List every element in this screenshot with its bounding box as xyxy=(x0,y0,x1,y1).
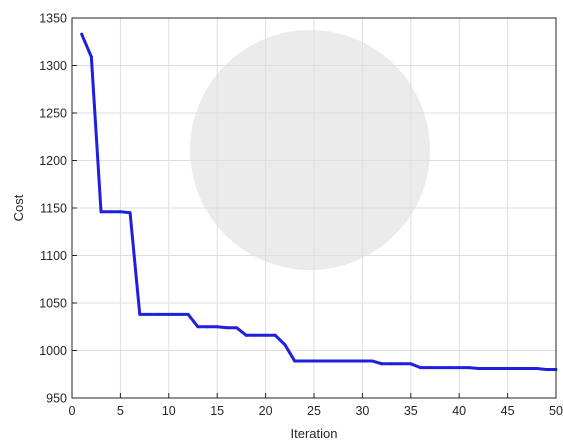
cost-data-point xyxy=(176,312,180,316)
cost-data-point xyxy=(515,367,519,371)
cost-data-point xyxy=(186,312,190,316)
cost-data-point xyxy=(147,312,151,316)
cost-series-points xyxy=(80,32,558,371)
cost-data-point xyxy=(535,367,539,371)
cost-data-point xyxy=(399,362,403,366)
x-tick-label: 5 xyxy=(117,404,124,418)
cost-data-point xyxy=(167,312,171,316)
cost-data-point xyxy=(331,359,335,363)
x-tick-label: 40 xyxy=(452,404,466,418)
y-tick-label: 1000 xyxy=(39,344,67,358)
cost-data-point xyxy=(157,312,161,316)
watermark xyxy=(190,30,430,270)
cost-data-point xyxy=(206,325,210,329)
cost-data-point xyxy=(80,32,84,36)
x-tick-label: 30 xyxy=(355,404,369,418)
x-tick-label: 15 xyxy=(210,404,224,418)
cost-data-point xyxy=(370,359,374,363)
cost-data-point xyxy=(283,343,287,347)
cost-data-point xyxy=(196,325,200,329)
cost-data-point xyxy=(109,210,113,214)
y-tick-label: 1150 xyxy=(40,202,67,216)
cost-data-point xyxy=(293,359,297,363)
x-tick-label: 25 xyxy=(307,404,321,418)
cost-data-point xyxy=(244,333,248,337)
cost-data-point xyxy=(448,366,452,370)
cost-data-point xyxy=(302,359,306,363)
cost-data-point xyxy=(544,368,548,371)
x-tick-label: 0 xyxy=(69,404,76,418)
cost-data-point xyxy=(235,326,239,330)
y-tick-label: 1250 xyxy=(39,107,67,121)
cost-data-point xyxy=(89,55,93,59)
cost-data-point xyxy=(428,366,432,370)
cost-data-point xyxy=(380,362,384,366)
cost-data-point xyxy=(351,359,355,363)
x-tick-label: 35 xyxy=(404,404,418,418)
y-tick-label: 1300 xyxy=(39,59,67,73)
cost-data-point xyxy=(506,367,510,371)
cost-data-point xyxy=(360,359,364,363)
cost-series-line xyxy=(80,33,556,371)
x-tick-label: 50 xyxy=(549,404,563,418)
cost-data-point xyxy=(138,312,142,316)
y-tick-label: 1100 xyxy=(40,249,67,263)
y-tick-label: 1200 xyxy=(39,154,67,168)
y-axis-ticks: 950 1000 1050 1100 1150 1200 1250 1300 1350 xyxy=(39,12,77,406)
x-axis-label: Iteration xyxy=(291,426,338,441)
y-tick-label: 950 xyxy=(46,392,67,406)
cost-data-point xyxy=(312,359,316,363)
cost-data-point xyxy=(418,366,422,370)
y-tick-label: 1350 xyxy=(39,12,67,26)
cost-data-point xyxy=(341,359,345,363)
x-axis-ticks: 0 5 10 15 20 25 30 35 40 45 50 xyxy=(69,393,563,418)
cost-data-point xyxy=(525,367,529,371)
cost-data-point xyxy=(273,333,277,337)
cost-data-point xyxy=(467,366,471,370)
cost-data-point xyxy=(254,333,258,337)
cost-data-point xyxy=(457,366,461,370)
grid xyxy=(71,17,557,399)
x-tick-label: 20 xyxy=(259,404,273,418)
cost-data-point xyxy=(225,326,229,330)
cost-data-point xyxy=(477,367,481,371)
plot-frame xyxy=(71,17,557,399)
cost-data-point xyxy=(322,359,326,363)
cost-data-point xyxy=(99,210,103,214)
y-tick-label: 1050 xyxy=(39,297,67,311)
cost-data-point xyxy=(128,211,132,215)
cost-data-point xyxy=(215,325,219,329)
cost-data-point xyxy=(118,210,122,214)
cost-data-point xyxy=(486,367,490,371)
y-axis-label: Cost xyxy=(11,194,26,221)
cost-data-point xyxy=(409,362,413,366)
cost-data-point xyxy=(264,333,268,337)
cost-data-point xyxy=(389,362,393,366)
x-tick-label: 10 xyxy=(162,404,176,418)
x-tick-label: 45 xyxy=(501,404,515,418)
cost-data-point xyxy=(438,366,442,370)
cost-data-point xyxy=(496,367,500,371)
